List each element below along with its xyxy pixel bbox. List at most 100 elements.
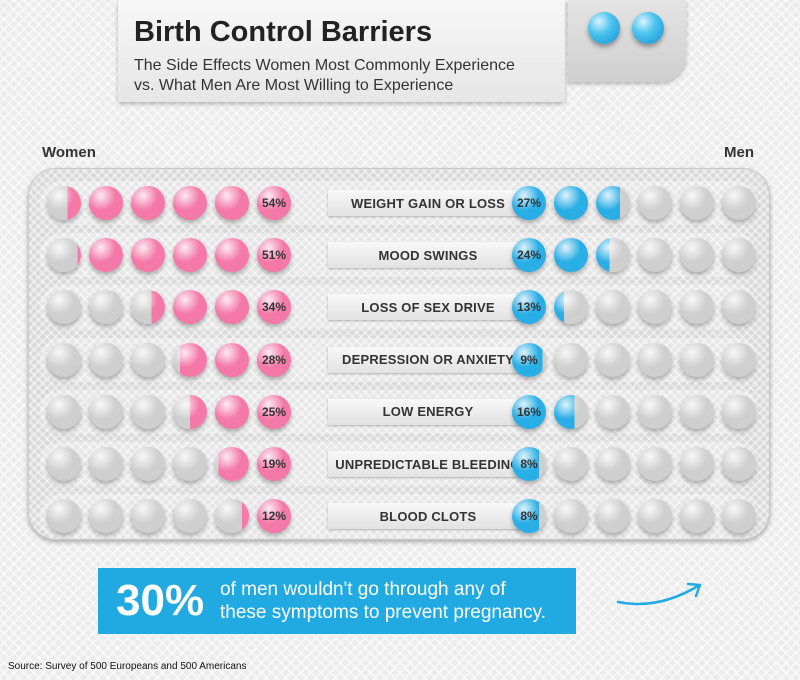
curved-arrow-icon xyxy=(616,582,702,606)
category-label: MOOD SWINGS xyxy=(328,242,528,269)
men-value-label: 8% xyxy=(512,499,546,534)
women-pill-mark xyxy=(215,342,249,377)
men-value-label: 8% xyxy=(512,447,546,481)
women-pill-mark xyxy=(89,186,123,220)
men-pill-mark xyxy=(554,447,588,481)
women-pill-mark xyxy=(47,447,81,481)
women-pill-mark xyxy=(173,186,207,220)
callout-text: of men wouldn't go through any of these … xyxy=(220,578,546,624)
men-pill-mark xyxy=(554,238,588,273)
women-value-label: 34% xyxy=(257,290,291,325)
women-pill-mark xyxy=(215,447,249,481)
women-pill-mark xyxy=(173,447,207,481)
women-value-label: 51% xyxy=(257,238,291,273)
men-pill-mark xyxy=(596,342,630,377)
women-pill-mark xyxy=(89,394,123,429)
men-pill-mark xyxy=(596,394,630,429)
men-pill-mark xyxy=(638,447,672,481)
men-value-label: 13% xyxy=(512,290,546,325)
category-label: BLOOD CLOTS xyxy=(328,503,528,530)
men-pill-mark xyxy=(638,290,672,325)
category-label: LOW ENERGY xyxy=(328,398,528,425)
men-pill-mark xyxy=(680,238,714,273)
women-pill-mark xyxy=(173,238,207,273)
men-pill-mark xyxy=(554,342,588,377)
men-pill-mark xyxy=(596,186,630,220)
women-pill-mark xyxy=(47,394,81,429)
title-card: Birth Control Barriers The Side Effects … xyxy=(118,0,565,102)
category-label: WEIGHT GAIN OR LOSS xyxy=(328,190,528,216)
women-pill-mark xyxy=(215,394,249,429)
men-pill-mark xyxy=(596,290,630,325)
men-pill-mark xyxy=(722,290,756,325)
women-pill-mark xyxy=(47,499,81,534)
men-pill-mark xyxy=(638,186,672,220)
women-pill-mark xyxy=(47,186,81,220)
women-pill-mark xyxy=(131,186,165,220)
men-pill-mark xyxy=(680,290,714,325)
women-pill-mark xyxy=(131,342,165,377)
men-pill-mark xyxy=(638,394,672,429)
women-pill-mark xyxy=(89,342,123,377)
men-pill-mark xyxy=(680,186,714,220)
category-label: DEPRESSION OR ANXIETY xyxy=(328,346,528,373)
subtitle-line-1: The Side Effects Women Most Commonly Exp… xyxy=(134,57,515,74)
women-pill-mark xyxy=(131,499,165,534)
men-value-label: 27% xyxy=(512,186,546,220)
men-value-label: 24% xyxy=(512,238,546,273)
category-label: UNPREDICTABLE BLEEDING xyxy=(328,451,528,477)
men-label: Men xyxy=(724,144,754,161)
men-value-label: 9% xyxy=(512,342,546,377)
source-note: Source: Survey of 500 Europeans and 500 … xyxy=(8,661,247,672)
women-value-label: 19% xyxy=(257,447,291,481)
men-pill-mark xyxy=(722,342,756,377)
men-pill-mark xyxy=(554,499,588,534)
women-pill-mark xyxy=(89,238,123,273)
women-pill-mark xyxy=(215,290,249,325)
women-pill-mark xyxy=(173,499,207,534)
pill-blister-chart: 54% WEIGHT GAIN OR LOSS 27% 51% MOOD SWINGS 2… xyxy=(28,168,770,540)
women-pill-mark xyxy=(131,394,165,429)
women-pill-mark xyxy=(173,342,207,377)
women-pill-mark xyxy=(47,238,81,273)
women-value-label: 12% xyxy=(257,499,291,534)
women-pill-mark xyxy=(215,186,249,220)
women-pill-mark xyxy=(47,290,81,325)
decorative-pill xyxy=(632,12,664,44)
men-pill-mark xyxy=(596,447,630,481)
men-pill-mark xyxy=(680,342,714,377)
decorative-pill xyxy=(588,12,620,44)
chart-subtitle: The Side Effects Women Most Commonly Exp… xyxy=(134,56,515,96)
women-pill-mark xyxy=(131,238,165,273)
callout-box: 30% of men wouldn't go through any of th… xyxy=(98,568,576,634)
women-pill-mark xyxy=(89,499,123,534)
women-value-label: 25% xyxy=(257,394,291,429)
men-pill-mark xyxy=(680,394,714,429)
callout-line-1: of men wouldn't go through any of xyxy=(220,579,506,600)
women-pill-mark xyxy=(173,394,207,429)
men-pill-mark xyxy=(722,394,756,429)
women-value-label: 54% xyxy=(257,186,291,220)
men-pill-mark xyxy=(680,499,714,534)
men-pill-mark xyxy=(638,342,672,377)
women-pill-mark xyxy=(47,342,81,377)
category-label: LOSS OF SEX DRIVE xyxy=(328,294,528,321)
men-pill-mark xyxy=(722,447,756,481)
chart-title: Birth Control Barriers xyxy=(134,16,433,48)
men-pill-mark xyxy=(596,238,630,273)
men-value-label: 16% xyxy=(512,394,546,429)
men-pill-mark xyxy=(554,394,588,429)
men-pill-mark xyxy=(722,186,756,220)
men-pill-mark xyxy=(680,447,714,481)
men-pill-mark xyxy=(554,186,588,220)
women-pill-mark xyxy=(215,499,249,534)
men-pill-mark xyxy=(596,499,630,534)
men-pill-mark xyxy=(722,238,756,273)
men-pill-mark xyxy=(638,499,672,534)
women-pill-mark xyxy=(131,447,165,481)
women-label: Women xyxy=(42,144,96,161)
women-pill-mark xyxy=(215,238,249,273)
women-pill-mark xyxy=(89,290,123,325)
men-pill-mark xyxy=(722,499,756,534)
women-pill-mark xyxy=(173,290,207,325)
